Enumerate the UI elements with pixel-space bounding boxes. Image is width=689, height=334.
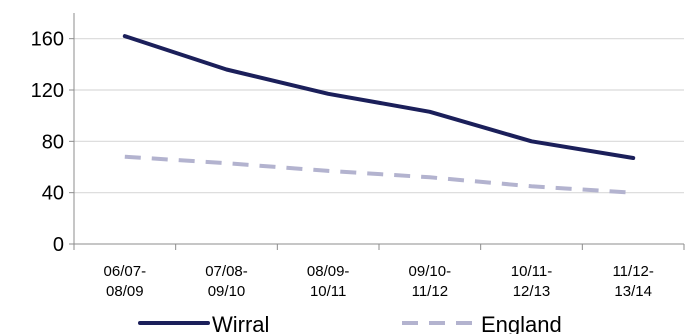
y-tick-label: 40 — [42, 183, 64, 205]
axes — [69, 13, 685, 250]
legend: Wirral England — [138, 312, 562, 334]
x-tick-label-line: 12/13 — [513, 283, 551, 300]
x-tick-label-line: 06/07- — [104, 263, 147, 280]
y-tick-label: 120 — [31, 80, 64, 102]
x-tick-label-line: 10/11- — [511, 263, 552, 280]
legend-label-wirral: Wirral — [212, 312, 269, 334]
tick-labels: 0 40 80 120 160 06/07- 08/09 07/08- 09/10 08/09- 1… — [31, 29, 654, 300]
x-tick-label: 06/07- 08/09 — [104, 263, 147, 300]
x-tick-label: 10/11- 12/13 — [511, 263, 552, 300]
x-tick-label-line: 08/09- — [307, 263, 350, 280]
x-tick-label-line: 09/10- — [409, 263, 452, 280]
x-tick-label-line: 09/10 — [208, 283, 246, 300]
series-line-wirral — [122, 34, 636, 160]
legend-label-england: England — [481, 312, 562, 334]
series-line-england — [124, 154, 634, 195]
x-tick-label: 09/10- 11/12 — [409, 263, 452, 300]
x-tick-label-line: 11/12 — [412, 283, 448, 300]
y-tick-label: 80 — [42, 131, 64, 153]
x-tick-label-line: 07/08- — [205, 263, 248, 280]
x-tick-label-line: 10/11 — [310, 283, 346, 300]
x-tick-label: 07/08- 09/10 — [205, 263, 248, 300]
series-lines — [122, 34, 636, 195]
y-tick-label: 160 — [31, 29, 64, 51]
gridlines — [74, 38, 684, 194]
x-tick-label-line: 13/14 — [614, 283, 652, 300]
x-tick-label-line: 11/12- — [612, 263, 653, 280]
y-tick-label: 0 — [53, 234, 64, 256]
x-tick-label-line: 08/09 — [106, 283, 144, 300]
x-tick-label: 08/09- 10/11 — [307, 263, 350, 300]
x-tick-label: 11/12- 13/14 — [612, 263, 653, 300]
